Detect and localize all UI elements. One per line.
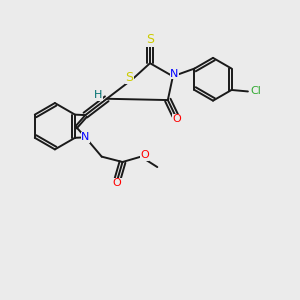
Text: N: N: [170, 69, 178, 79]
Text: O: O: [172, 114, 181, 124]
Text: H: H: [94, 90, 102, 100]
Text: Cl: Cl: [250, 86, 261, 96]
Text: O: O: [113, 178, 122, 188]
Text: O: O: [140, 150, 149, 160]
Text: S: S: [125, 71, 134, 84]
Text: S: S: [146, 33, 154, 46]
Text: N: N: [81, 132, 90, 142]
